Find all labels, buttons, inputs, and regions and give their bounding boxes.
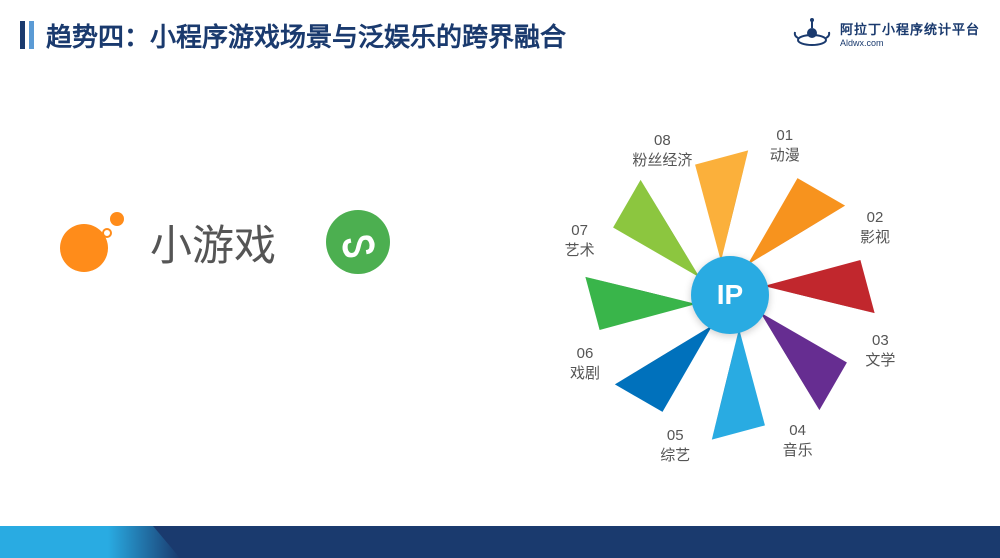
blade-label-07: 07艺术 [540, 222, 620, 260]
minigame-text: 小游戏 [150, 212, 276, 273]
blade-text-01: 动漫 [745, 144, 825, 165]
brand: 阿拉丁小程序统计平台 Aldwx.com [792, 18, 980, 48]
blade-text-08: 粉丝经济 [622, 149, 702, 170]
blade-num-08: 08 [622, 132, 702, 149]
blade-07-outer [613, 180, 700, 278]
blade-num-07: 07 [540, 222, 620, 239]
blade-03-outer [760, 313, 847, 411]
orange-ring [102, 228, 112, 238]
minigame-orange-icon [60, 212, 130, 272]
ip-pinwheel-diagram: IP 01动漫 02影视 03文学 04音乐 05综艺 06戏剧 07艺术 08粉丝经济 [500, 70, 960, 520]
title-bar: 趋势四：小程序游戏场景与泛娱乐的跨界融合 [20, 20, 566, 50]
brand-icon [792, 18, 832, 48]
blade-num-01: 01 [745, 127, 825, 144]
header: 趋势四：小程序游戏场景与泛娱乐的跨界融合 阿拉丁小程序统计平台 Aldwx.co… [0, 10, 1000, 60]
blade-text-07: 艺术 [540, 239, 620, 260]
accent-bar-1 [20, 21, 25, 49]
blade-label-08: 08粉丝经济 [622, 132, 702, 170]
blade-num-06: 06 [545, 345, 625, 362]
brand-text: 阿拉丁小程序统计平台 Aldwx.com [840, 19, 980, 48]
blade-label-03: 03文学 [840, 332, 920, 370]
page-title: 趋势四：小程序游戏场景与泛娱乐的跨界融合 [46, 17, 566, 54]
blade-05-outer [615, 325, 713, 412]
blade-label-06: 06戏剧 [545, 345, 625, 383]
accent-bar-2 [29, 21, 34, 49]
blade-num-03: 03 [840, 332, 920, 349]
blade-text-05: 综艺 [635, 444, 715, 465]
blade-text-02: 影视 [835, 226, 915, 247]
blade-text-06: 戏剧 [545, 362, 625, 383]
pinwheel-hub: IP [691, 256, 769, 334]
orange-small-circle [110, 212, 124, 226]
orange-big-circle [60, 224, 108, 272]
blade-01-outer [748, 178, 846, 265]
blade-label-04: 04音乐 [758, 422, 838, 460]
blade-08-outer [695, 150, 748, 261]
blade-02-outer [764, 260, 875, 313]
blade-text-04: 音乐 [758, 439, 838, 460]
blade-label-05: 05综艺 [635, 427, 715, 465]
blade-label-02: 02影视 [835, 209, 915, 247]
infinity-glyph: ᔕ [337, 217, 378, 267]
brand-name: 阿拉丁小程序统计平台 [840, 19, 980, 38]
blade-06-outer [585, 277, 696, 330]
blade-num-04: 04 [758, 422, 838, 439]
left-logo-group: 小游戏 ᔕ [60, 210, 390, 274]
brand-url: Aldwx.com [840, 38, 884, 48]
wechat-miniprogram-icon: ᔕ [326, 210, 390, 274]
footer-accent [0, 526, 180, 558]
blade-text-03: 文学 [840, 349, 920, 370]
blade-num-05: 05 [635, 427, 715, 444]
blade-num-02: 02 [835, 209, 915, 226]
blade-label-01: 01动漫 [745, 127, 825, 165]
